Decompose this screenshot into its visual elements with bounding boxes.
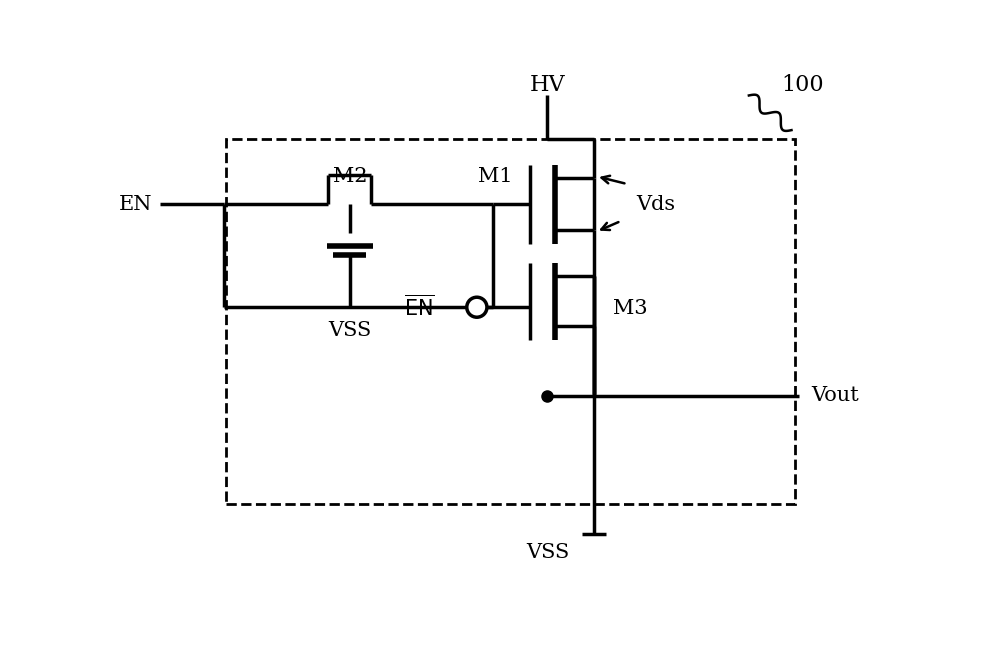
- Text: VSS: VSS: [328, 321, 371, 340]
- Text: M1: M1: [478, 167, 512, 186]
- Text: 100: 100: [782, 75, 824, 97]
- Text: Vout: Vout: [811, 386, 859, 405]
- Text: $\overline{\mathrm{EN}}$: $\overline{\mathrm{EN}}$: [404, 294, 435, 320]
- Text: VSS: VSS: [526, 542, 569, 562]
- Text: M2: M2: [332, 167, 367, 186]
- Bar: [226, 139, 795, 503]
- Text: Vds: Vds: [637, 194, 676, 214]
- Text: HV: HV: [530, 75, 565, 97]
- Text: EN: EN: [119, 194, 152, 214]
- Text: M3: M3: [613, 299, 648, 318]
